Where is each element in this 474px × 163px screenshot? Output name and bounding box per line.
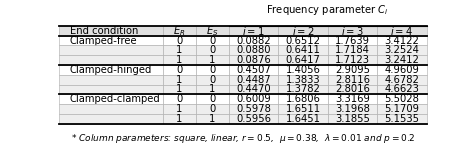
Text: Frequency parameter $C_i$: Frequency parameter $C_i$: [266, 3, 389, 17]
Text: * Column parameters: square, linear, $r = 0.5$,  $\mu = 0.38$,  $\lambda = 0.01$: * Column parameters: square, linear, $r …: [71, 132, 415, 145]
